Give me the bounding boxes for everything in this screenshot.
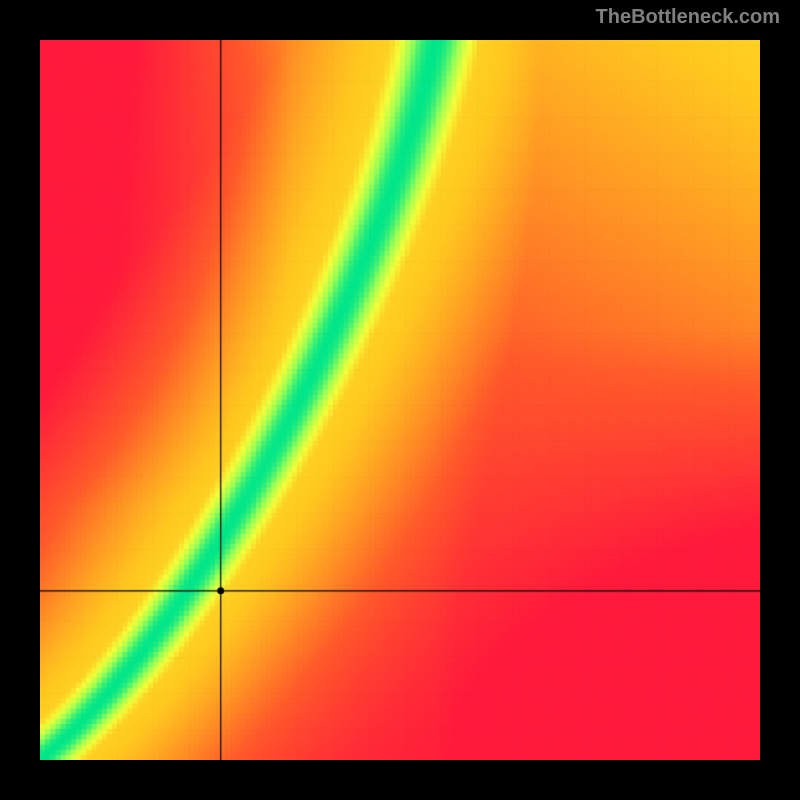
chart-container: TheBottleneck.com — [0, 0, 800, 800]
heatmap-canvas — [40, 40, 760, 760]
heatmap-plot — [40, 40, 760, 760]
watermark-text: TheBottleneck.com — [596, 6, 780, 29]
